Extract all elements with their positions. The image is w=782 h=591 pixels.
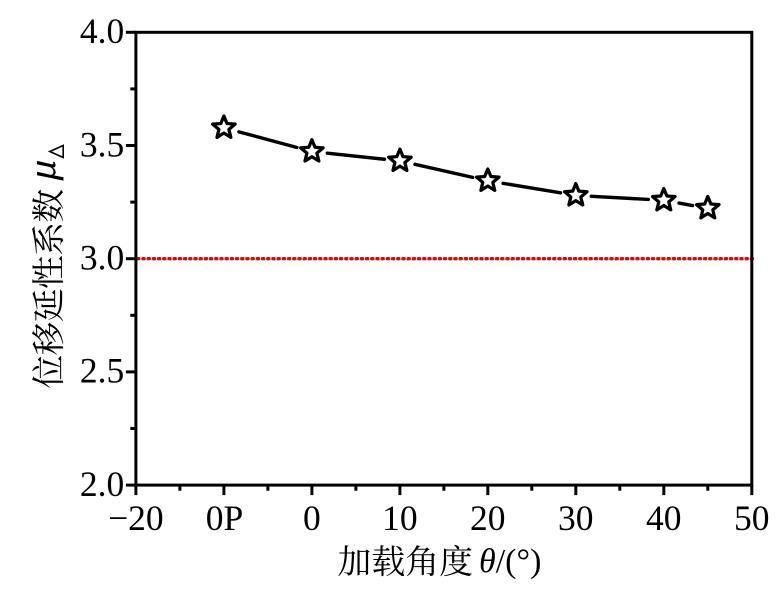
svg-text:40: 40 <box>646 498 682 538</box>
svg-text:20: 20 <box>470 498 506 538</box>
svg-text:2.5: 2.5 <box>80 351 124 391</box>
svg-text:2.0: 2.0 <box>80 464 124 504</box>
svg-text:30: 30 <box>558 498 594 538</box>
svg-text:10: 10 <box>382 498 418 538</box>
svg-text:4.0: 4.0 <box>80 11 124 51</box>
svg-text:50: 50 <box>734 498 770 538</box>
svg-text:0: 0 <box>303 498 321 538</box>
svg-text:3.5: 3.5 <box>80 124 124 164</box>
svg-text:0P: 0P <box>206 498 244 538</box>
svg-text:3.0: 3.0 <box>80 238 124 278</box>
svg-text:−20: −20 <box>108 498 164 538</box>
svg-text:θ/(°): θ/(°) <box>479 543 541 580</box>
